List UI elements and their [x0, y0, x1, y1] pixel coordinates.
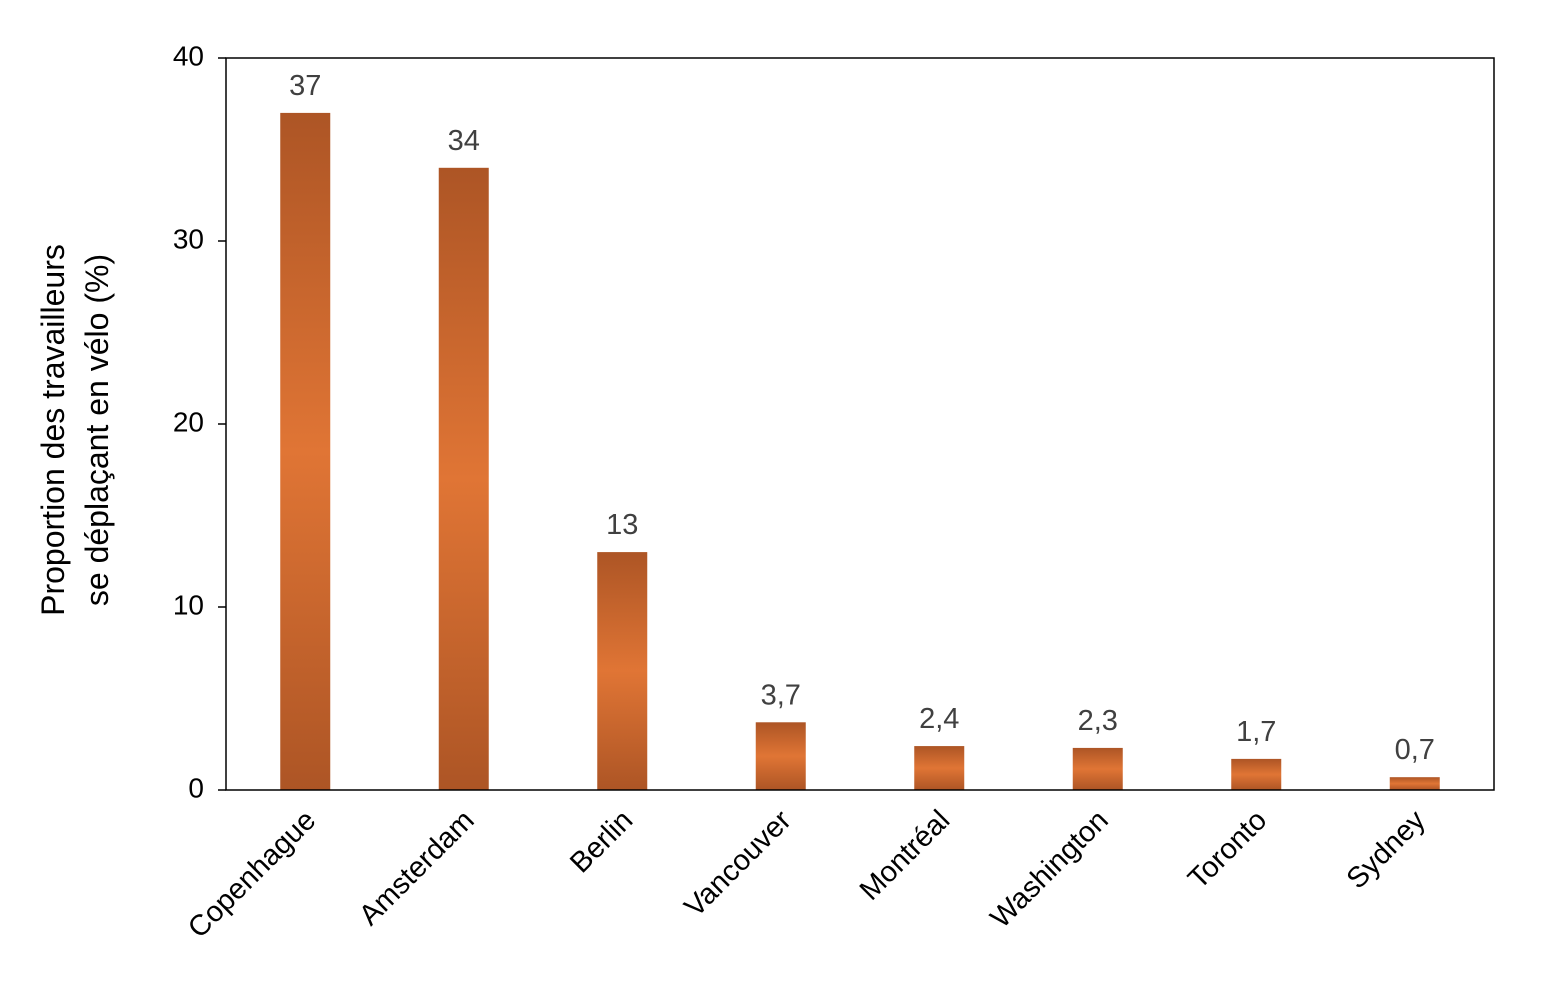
y-tick-label: 0	[188, 772, 204, 803]
x-tick-label: Vancouver	[679, 804, 798, 923]
y-axis-title: Proportion des travailleurs se déplaçant…	[35, 244, 115, 616]
data-label: 37	[289, 70, 321, 102]
x-tick-label: Amsterdam	[353, 804, 480, 931]
y-axis-title-line: se déplaçant en vélo (%)	[79, 254, 115, 606]
x-tick-label: Copenhague	[182, 804, 322, 944]
bar	[280, 112, 331, 790]
x-tick-label: Sydney	[1341, 804, 1432, 895]
data-label: 3,7	[761, 679, 801, 711]
data-label: 0,7	[1395, 734, 1435, 766]
plot-frame	[225, 57, 1495, 791]
data-label: 34	[448, 125, 480, 157]
x-tick-label: Berlin	[564, 804, 639, 879]
bar	[914, 746, 965, 790]
y-tick-label: 20	[173, 406, 204, 437]
data-label: 2,3	[1078, 705, 1118, 737]
y-tick-label: 40	[173, 40, 204, 71]
x-tick-label: Montréal	[854, 804, 956, 906]
bar	[438, 167, 489, 791]
y-tick-label: 30	[173, 223, 204, 254]
x-tick-label: Toronto	[1182, 804, 1273, 895]
bar	[1072, 747, 1123, 790]
bar	[1389, 777, 1440, 790]
y-axis-title-line: Proportion des travailleurs	[35, 244, 71, 616]
bar	[597, 552, 648, 790]
y-tick-label: 10	[173, 589, 204, 620]
data-label: 2,4	[919, 703, 959, 735]
data-label: 1,7	[1236, 716, 1276, 748]
x-tick-label: Washington	[985, 804, 1115, 934]
bar	[755, 722, 806, 790]
bar	[1231, 758, 1282, 790]
data-label: 13	[606, 509, 638, 541]
